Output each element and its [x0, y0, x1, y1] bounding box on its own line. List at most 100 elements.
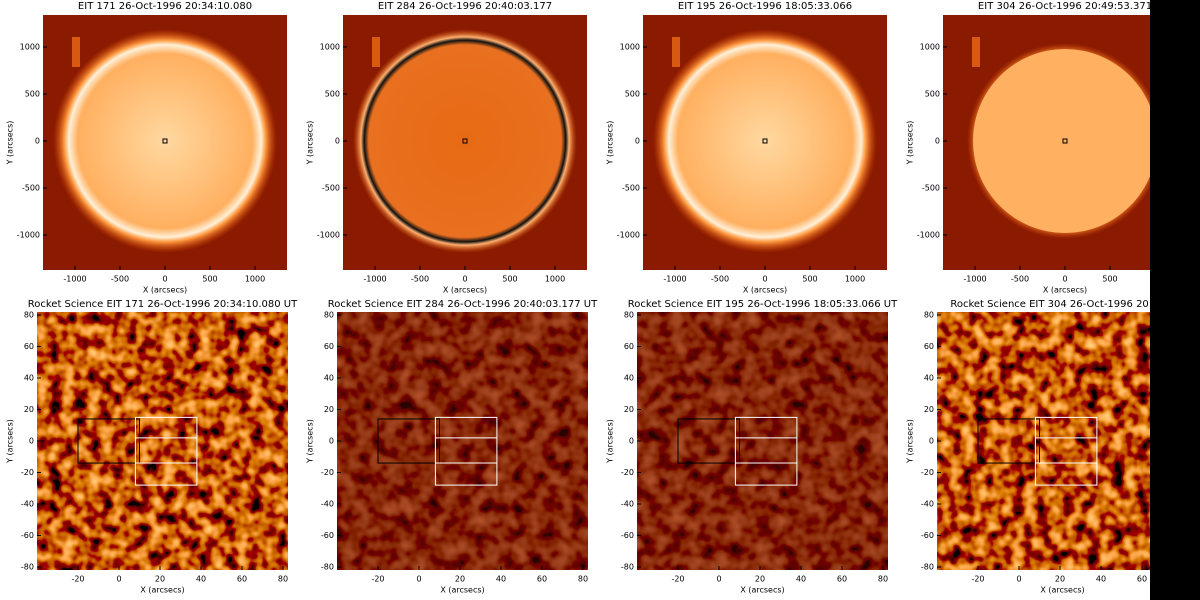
x-tick-label: -500	[711, 275, 729, 284]
x-tick-label: 0	[1016, 575, 1021, 584]
x-tick-label: 0	[462, 275, 467, 284]
center-marker	[162, 138, 168, 144]
center-marker	[762, 138, 768, 144]
panel-title: Rocket Science EIT 195 26-Oct-1996 18:05…	[628, 299, 898, 310]
x-tick-label: 1000	[545, 275, 565, 284]
sun-disk	[53, 29, 277, 253]
panel-title: EIT 195 26-Oct-1996 18:05:33.066	[678, 1, 852, 12]
y-tick-label: 20	[624, 405, 634, 414]
y-tick-label: 0	[929, 437, 934, 446]
x-tick-label: -500	[111, 275, 129, 284]
x-tick-label: 80	[878, 575, 888, 584]
x-tick-label: 40	[1096, 575, 1106, 584]
x-tick-label: 60	[537, 575, 547, 584]
artifact	[72, 37, 80, 67]
white-box	[1034, 416, 1098, 486]
y-tick-label: 0	[329, 437, 334, 446]
x-axis-label: X (arcsecs)	[1043, 286, 1087, 295]
x-tick-label: -1000	[663, 275, 686, 284]
x-tick-label: 80	[278, 575, 288, 584]
y-tick-label: -80	[621, 563, 634, 572]
black-box	[677, 418, 740, 464]
y-tick-label: 0	[629, 437, 634, 446]
y-tick-label: -20	[921, 468, 934, 477]
x-axis-label: X (arcsecs)	[140, 586, 184, 595]
x-tick-label: 500	[202, 275, 217, 284]
y-axis-label: Y (arcsecs)	[306, 419, 315, 464]
y-axis-label: Y (arcsecs)	[606, 121, 615, 166]
x-axis-label: X (arcsecs)	[440, 586, 484, 595]
panel-title: EIT 171 26-Oct-1996 20:34:10.080	[78, 1, 252, 12]
y-tick-label: -60	[621, 531, 634, 540]
y-tick-label: 0	[335, 137, 340, 146]
y-axis-label: Y (arcsecs)	[6, 419, 15, 464]
y-tick-label: 60	[24, 342, 34, 351]
x-axis-label: X (arcsecs)	[743, 286, 787, 295]
y-axis-label: Y (arcsecs)	[906, 121, 915, 166]
center-marker	[462, 138, 468, 144]
y-tick-label: 1000	[620, 43, 640, 52]
image-noise	[37, 312, 288, 570]
y-tick-label: 60	[924, 342, 934, 351]
y-tick-label: 20	[924, 405, 934, 414]
y-tick-label: -40	[21, 500, 34, 509]
x-tick-label: 0	[116, 575, 121, 584]
y-tick-label: -20	[21, 468, 34, 477]
y-tick-label: -1000	[17, 231, 40, 240]
x-tick-label: 0	[762, 275, 767, 284]
y-tick-label: -80	[321, 563, 334, 572]
x-axis-label: X (arcsecs)	[143, 286, 187, 295]
y-tick-label: -500	[922, 184, 940, 193]
sun-disk	[973, 49, 1157, 233]
y-tick-label: -1000	[617, 231, 640, 240]
black-box	[377, 418, 440, 464]
x-tick-label: 20	[1055, 575, 1065, 584]
y-tick-label: 40	[324, 374, 334, 383]
image-noise	[637, 312, 888, 570]
y-axis-label: Y (arcsecs)	[6, 121, 15, 166]
y-tick-label: -1000	[917, 231, 940, 240]
x-tick-label: 60	[237, 575, 247, 584]
x-tick-label: 1000	[245, 275, 265, 284]
x-tick-label: 0	[162, 275, 167, 284]
x-axis-label: X (arcsecs)	[443, 286, 487, 295]
y-tick-label: 500	[925, 90, 940, 99]
y-tick-label: 0	[29, 437, 34, 446]
artifact	[672, 37, 680, 67]
y-tick-label: -20	[321, 468, 334, 477]
artifact	[372, 37, 380, 67]
y-tick-label: -80	[921, 563, 934, 572]
y-axis-label: Y (arcsecs)	[306, 121, 315, 166]
y-axis-label: Y (arcsecs)	[606, 419, 615, 464]
x-tick-label: 40	[496, 575, 506, 584]
y-tick-label: -40	[321, 500, 334, 509]
panel-title: EIT 284 26-Oct-1996 20:40:03.177	[378, 1, 552, 12]
x-tick-label: -20	[71, 575, 84, 584]
y-tick-label: 0	[635, 137, 640, 146]
x-tick-label: 500	[1102, 275, 1117, 284]
y-tick-label: 500	[325, 90, 340, 99]
y-tick-label: 1000	[920, 43, 940, 52]
y-tick-label: -60	[321, 531, 334, 540]
panel-title: Rocket Science EIT 284 26-Oct-1996 20:40…	[328, 299, 598, 310]
y-tick-label: 500	[25, 90, 40, 99]
panel-title: Rocket Science EIT 304 26-Oct-1996 20:49…	[950, 299, 1174, 310]
x-tick-label: 0	[1062, 275, 1067, 284]
white-box	[734, 416, 798, 486]
x-tick-label: 60	[1137, 575, 1147, 584]
x-tick-label: 20	[755, 575, 765, 584]
panel-title: EIT 304 26-Oct-1996 20:49:53.371	[978, 1, 1152, 12]
y-tick-label: 80	[624, 311, 634, 320]
x-tick-label: 60	[837, 575, 847, 584]
y-tick-label: -80	[21, 563, 34, 572]
x-tick-label: -1000	[63, 275, 86, 284]
x-tick-label: 80	[578, 575, 588, 584]
image-noise	[337, 312, 588, 570]
x-tick-label: -20	[971, 575, 984, 584]
y-tick-label: 1000	[320, 43, 340, 52]
y-tick-label: -500	[22, 184, 40, 193]
y-tick-label: 60	[624, 342, 634, 351]
y-tick-label: 40	[624, 374, 634, 383]
right-edge-bar	[1150, 0, 1200, 600]
